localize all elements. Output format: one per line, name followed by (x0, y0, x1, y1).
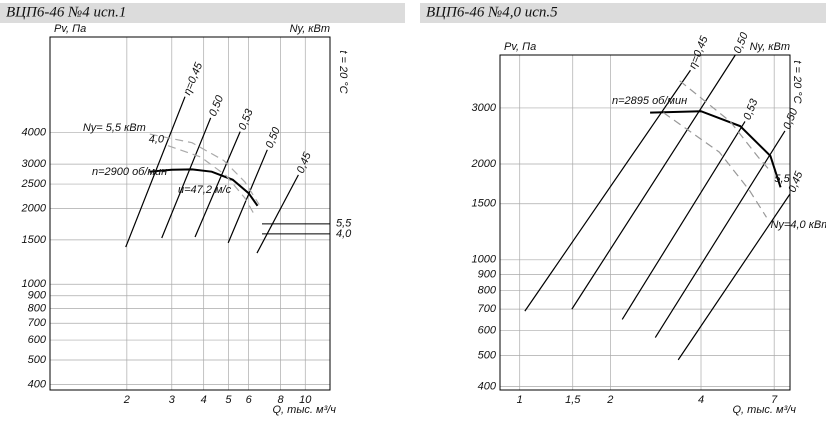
chart-title: ВЦП6-46 №4 исп.1 (6, 4, 126, 20)
series-line (167, 145, 255, 215)
y-tick-label: 2000 (21, 202, 47, 214)
y-tick-label: 1500 (472, 198, 497, 210)
series-label: Ny=4,0 кВт (770, 219, 826, 231)
series-label: 4,0 (149, 134, 165, 146)
y-tick-label: 400 (28, 378, 47, 390)
x-tick-label: 6 (246, 394, 253, 406)
y-tick-label: 400 (478, 380, 497, 392)
y2-axis-label: Ny, кВт (290, 23, 330, 35)
series-line (571, 54, 736, 310)
y2-axis-label: Ny, кВт (750, 41, 790, 53)
y-tick-label: 1000 (472, 254, 497, 266)
annotation: u=47,2 м/с (178, 184, 232, 196)
x-tick-label: 1,5 (565, 394, 581, 406)
y-tick-label: 700 (478, 303, 497, 315)
y-tick-label: 1000 (22, 278, 47, 290)
series-line (677, 193, 791, 361)
x-tick-label: 2 (606, 394, 613, 406)
x-tick-label: 3 (169, 394, 176, 406)
plot-frame (49, 36, 331, 391)
series-line (679, 80, 771, 172)
annotation: t = 20 °C (337, 50, 349, 93)
x-axis-label: Q, тыс. м³/ч (273, 404, 337, 416)
y-tick-label: 500 (28, 354, 47, 366)
series-line (650, 110, 782, 188)
series-line (149, 168, 259, 207)
y-tick-label: 2000 (471, 158, 497, 170)
series-label: 5,5 (774, 173, 790, 185)
series-line (524, 69, 691, 312)
y-tick-label: 600 (478, 324, 497, 336)
x-tick-label: 4 (698, 394, 704, 406)
series-line (654, 130, 786, 338)
y-tick-label: 3000 (472, 102, 497, 114)
title-bar (420, 3, 826, 23)
x-tick-label: 8 (277, 394, 284, 406)
series-line (161, 117, 212, 239)
y-axis-label: Pv, Па (504, 41, 536, 53)
y-tick-label: 1500 (22, 234, 47, 246)
series-label: 0,53 (741, 97, 760, 122)
y-tick-label: 900 (478, 268, 497, 280)
series-line (256, 174, 299, 254)
series-label: 0,45 (295, 150, 314, 175)
y-tick-label: 900 (28, 290, 47, 302)
x-axis-label: Q, тыс. м³/ч (733, 404, 797, 416)
series-line (227, 149, 268, 244)
annotation: n=2895 об/мин (612, 95, 687, 107)
x-tick-label: 10 (299, 394, 312, 406)
series-label: 0,53 (237, 107, 256, 132)
y2-tick-label: 5,5 (336, 218, 352, 230)
series-line (663, 112, 767, 218)
title-bar (0, 3, 405, 23)
y-tick-label: 500 (478, 350, 497, 362)
y2-tick-label: 4,0 (336, 228, 352, 240)
x-tick-label: 7 (771, 394, 778, 406)
y-tick-label: 700 (28, 317, 47, 329)
series-label: 0,50 (781, 106, 800, 131)
series-label: Ny= 5,5 кВт (83, 122, 146, 134)
y-tick-label: 4000 (22, 127, 47, 139)
y-tick-label: 600 (28, 334, 47, 346)
x-tick-label: 1 (517, 394, 523, 406)
series-label: η=0,45 (687, 34, 711, 71)
series-line (621, 121, 746, 320)
y-tick-label: 800 (28, 303, 47, 315)
chart-title: ВЦП6-46 №4,0 исп.5 (426, 4, 558, 20)
series-label: 0,50 (207, 93, 226, 118)
y-tick-label: 3000 (22, 158, 47, 170)
series-label: η=0,45 (181, 60, 205, 97)
x-tick-label: 4 (201, 394, 207, 406)
y-axis-label: Pv, Па (54, 23, 86, 35)
plot-frame (499, 54, 791, 391)
y-tick-label: 800 (478, 285, 497, 297)
annotation: t = 20 °C (791, 60, 803, 103)
series-line (194, 131, 241, 238)
x-tick-label: 5 (225, 394, 232, 406)
x-tick-label: 2 (123, 394, 130, 406)
y-tick-label: 2500 (21, 178, 47, 190)
annotation: n=2900 об/мин (92, 166, 167, 178)
series-line (149, 133, 260, 206)
series-label: 0,50 (732, 30, 751, 55)
